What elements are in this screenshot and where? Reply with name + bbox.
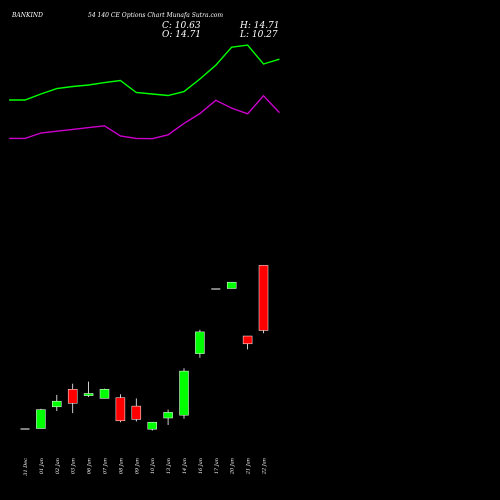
lower-band-line [9,94,280,140]
candles-layer [20,265,269,431]
x-tick-label: 06 Jan [87,458,93,474]
chart-symbol: BANKIND [12,12,43,19]
candle-03-jan [67,383,78,414]
upper-band-line [9,44,280,101]
low-value: L: 10.27 [240,30,278,40]
candle-body [20,428,30,430]
x-tick-label: 22 Jan [262,458,268,475]
candle-08-jan [115,394,126,423]
candle-body [52,400,62,408]
bands-layer [9,44,280,140]
x-tick-label: 09 Jan [134,458,140,474]
candle-body [242,335,253,345]
x-tick-label: 08 Jan [118,458,124,474]
candle-body [115,397,126,422]
candle-body [211,288,221,290]
candle-01-jan [36,408,46,429]
x-axis-labels: 31 Dec 01 Jan 02 Jan 03 Jan 06 Jan 07 Jan 08 J… [23,458,268,476]
candle-02-jan [52,394,62,411]
candle-07-jan [99,388,110,399]
open-value: O: 14.71 [162,30,202,40]
x-tick-label: 21 Jan [246,458,252,475]
x-tick-label: 03 Jan [71,458,77,474]
close-value: C: 10.63 [162,21,201,31]
x-tick-label: 02 Jan [55,458,61,474]
candle-body [195,331,205,354]
candle-20-jan [226,281,237,289]
candle-body [83,393,94,396]
candle-body [179,370,189,416]
candle-22-jan [258,265,269,334]
x-tick-label: 31 Dec [23,458,29,476]
candle-06-jan [83,381,94,397]
candle-body [258,265,269,331]
candle-21-jan [242,335,253,350]
x-tick-label: 07 Jan [103,458,109,474]
candle-body [163,412,173,419]
candle-body [36,409,46,429]
candle-body [147,421,157,430]
candle-09-jan [131,398,142,422]
x-tick-label: 20 Jan [230,458,236,475]
candle-body [67,389,78,404]
x-tick-label: 01 Jan [39,458,45,474]
x-tick-label: 17 Jan [214,458,220,474]
candle-13-jan [163,409,173,425]
x-tick-label: 13 Jan [166,458,172,474]
candle-17-jan [211,288,221,290]
candle-14-jan [179,368,189,419]
candle-body [226,281,237,289]
candle-16-jan [195,329,205,358]
candle-body [99,389,110,399]
high-value: H: 14.71 [240,21,280,31]
x-tick-label: 14 Jan [182,458,188,474]
chart-subtitle: 54 140 CE Options Chart Munafa Sutra.com [88,12,224,19]
x-tick-label: 10 Jan [150,458,156,474]
candle-31-dec [20,428,30,430]
x-tick-label: 16 Jan [198,458,204,474]
candle-body [131,405,142,420]
candle-10-jan [147,421,157,431]
